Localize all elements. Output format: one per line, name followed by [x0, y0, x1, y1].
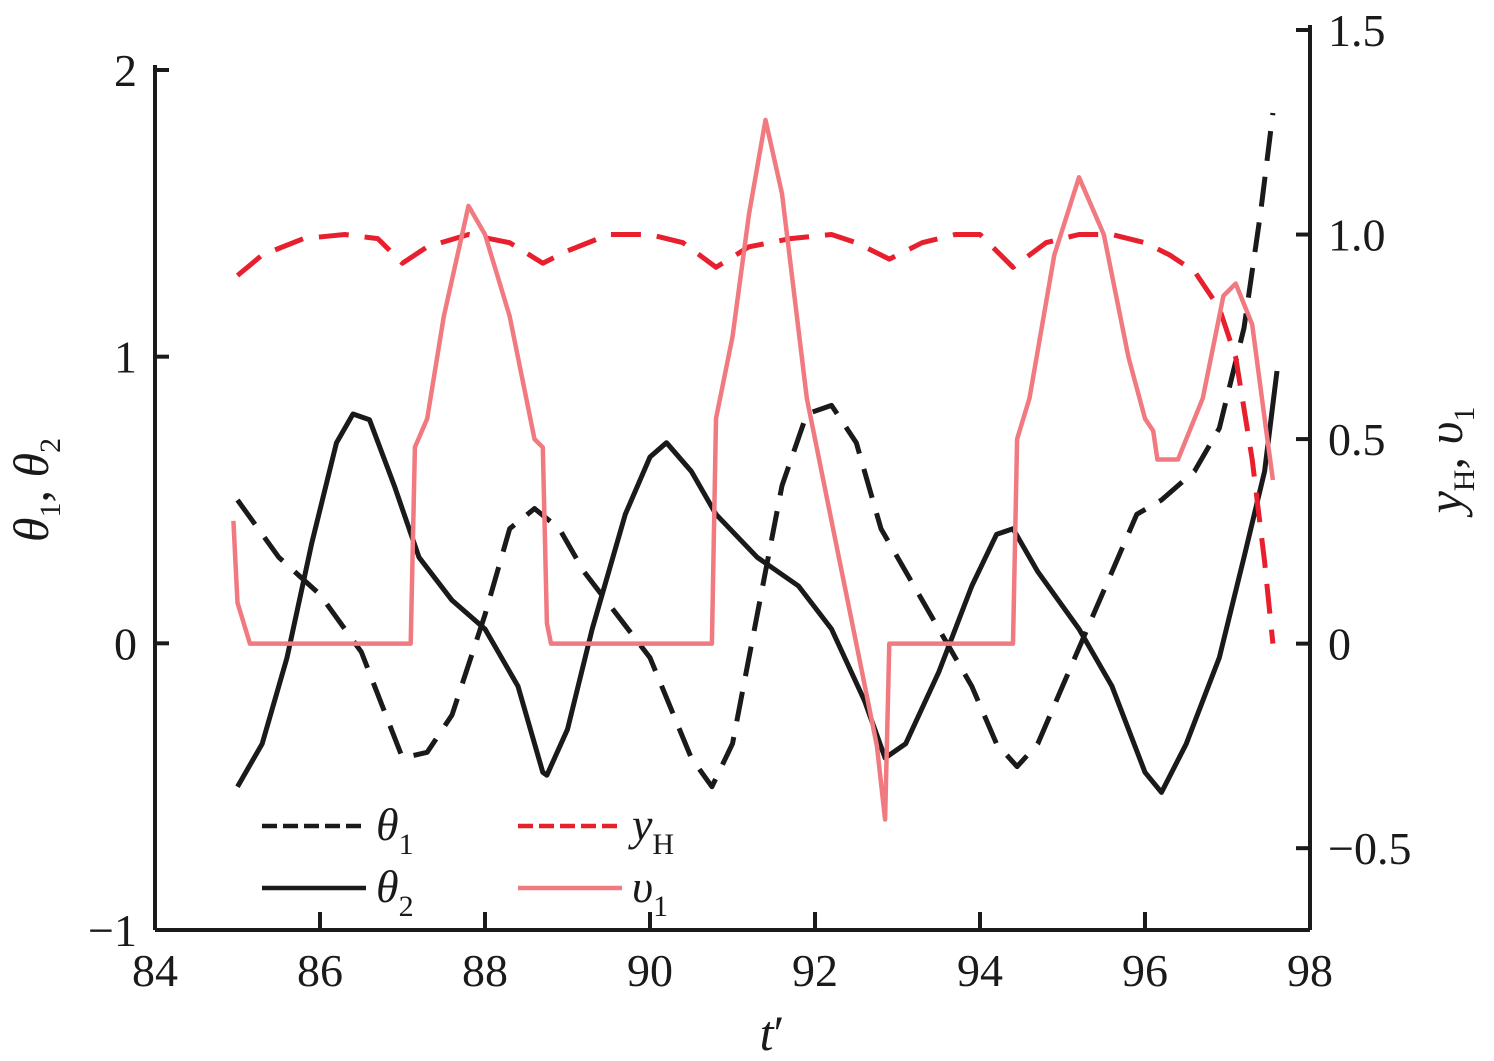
y-right-tick-label: −0.5 [1328, 823, 1411, 874]
x-tick-label: 92 [792, 945, 838, 996]
y-left-tick-label: 0 [114, 618, 137, 669]
series-layer [231, 112, 1280, 822]
legend-label: υ1 [632, 861, 668, 923]
x-tick-label: 94 [957, 945, 1003, 996]
y-right-tick-label: 0 [1328, 619, 1351, 670]
y-right-tick-label: 0.5 [1328, 414, 1386, 465]
x-tick-label: 86 [297, 945, 343, 996]
y-left-tick-label: 1 [114, 332, 137, 383]
y-left-tick-label: 2 [114, 45, 137, 96]
legend-label: θ1 [376, 799, 414, 861]
axis-labels: t′ θ1, θ2 yH, υ1 [3, 407, 1481, 1061]
x-tick-label: 84 [132, 945, 178, 996]
series-line-υ1 [231, 117, 1276, 822]
y-right-tick-label: 1.5 [1328, 5, 1386, 56]
y-left-tick-label: −1 [88, 905, 137, 956]
axes: 84 86 88 90 92 94 96 98 2 1 0 −1 1.5 1.0 0.5 0 −0.5 [88, 5, 1411, 996]
series-line-θ1 [235, 112, 1276, 790]
y-right-axis-title: yH, υ1 [1417, 407, 1481, 519]
svg-text:θ1, θ2: θ1, θ2 [3, 438, 67, 542]
legend-label: yH [628, 799, 674, 861]
y-left-axis-title: θ1, θ2 [3, 438, 67, 542]
x-tick-label: 98 [1287, 945, 1333, 996]
x-axis-title: t′ [760, 1005, 785, 1061]
y-right-tick-label: 1.0 [1328, 210, 1386, 261]
series-line-yH [235, 232, 1276, 644]
x-tick-label: 88 [462, 945, 508, 996]
legend-label: θ2 [376, 861, 414, 923]
svg-text:yH, υ1: yH, υ1 [1417, 407, 1481, 519]
x-tick-label: 96 [1122, 945, 1168, 996]
x-tick-label: 90 [627, 945, 673, 996]
